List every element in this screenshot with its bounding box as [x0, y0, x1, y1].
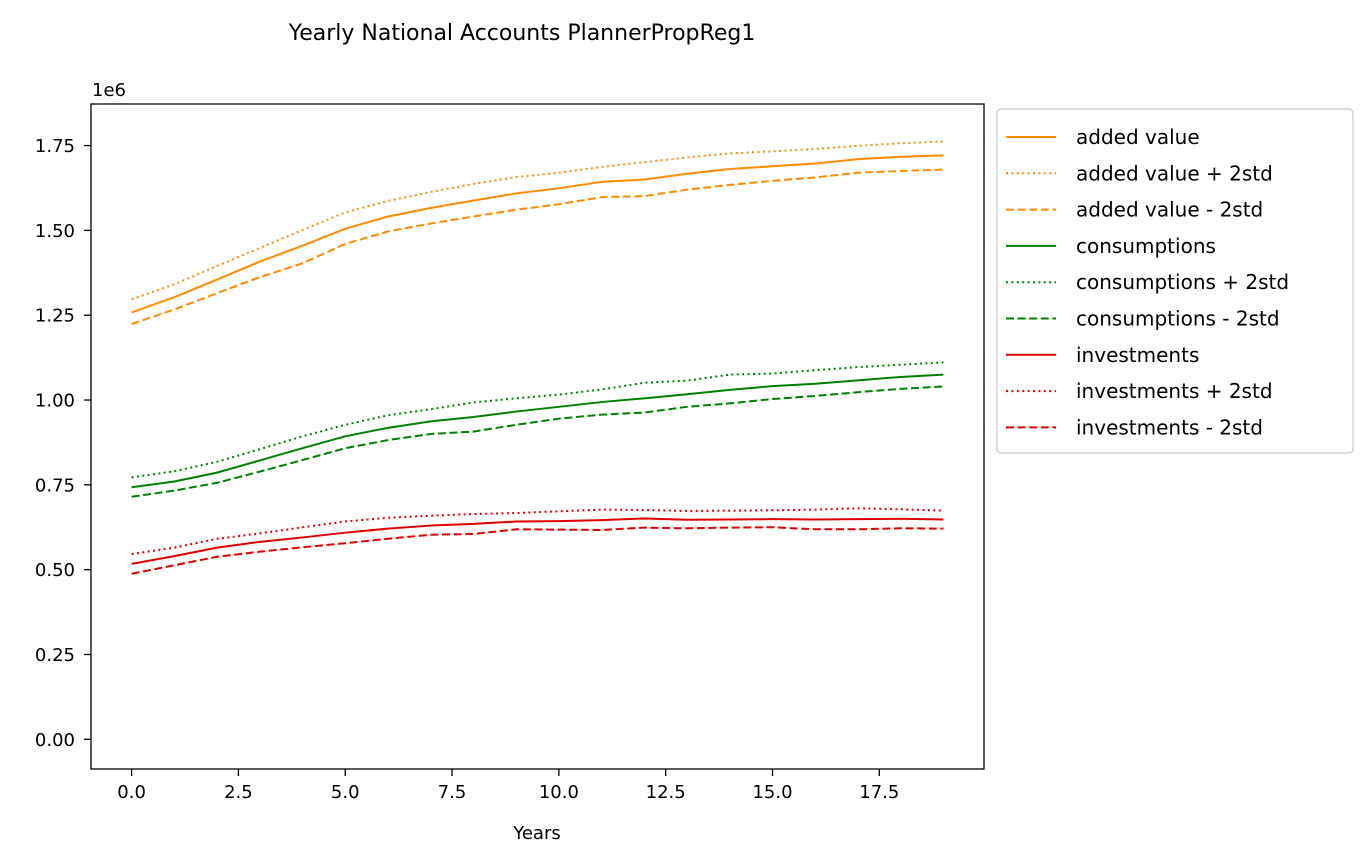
x-tick-label: 17.5: [859, 782, 899, 803]
y-axis: 0.00 0.25 0.50 0.75 1.00 1.25 1.50 1.75: [35, 136, 91, 751]
legend-label: consumptions: [1076, 234, 1216, 258]
series-line-3: [131, 373, 944, 489]
legend-label: consumptions - 2std: [1076, 307, 1280, 331]
series-line-4: [131, 361, 944, 479]
y-tick-label: 0.50: [35, 560, 75, 581]
series-line-6: [131, 517, 944, 565]
legend-label: added value - 2std: [1076, 198, 1263, 222]
series-line-7: [131, 507, 944, 556]
x-tick-label: 2.5: [224, 782, 253, 803]
y-tick-label: 1.00: [35, 391, 75, 412]
x-tick-label: 12.5: [646, 782, 686, 803]
y-tick-label: 1.75: [35, 136, 75, 157]
x-axis: 0.0 2.5 5.0 7.5 10.0 12.5 15.0 17.5: [117, 769, 899, 803]
y-tick-label: 1.25: [35, 306, 75, 327]
legend-box: [996, 108, 1354, 454]
legend-label: added value: [1076, 125, 1200, 149]
chart-title: Yearly National Accounts PlannerPropReg1: [288, 21, 756, 46]
x-tick-label: 7.5: [438, 782, 467, 803]
legend-label: investments - 2std: [1076, 415, 1263, 439]
series-line-2: [131, 168, 944, 325]
series-line-0: [131, 154, 944, 314]
legend-label: added value + 2std: [1076, 161, 1273, 185]
y-tick-label: 0.75: [35, 475, 75, 496]
series-line-8: [131, 526, 944, 575]
y-axis-offset-label: 1e6: [92, 80, 126, 101]
x-tick-label: 5.0: [331, 782, 360, 803]
x-tick-label: 0.0: [117, 782, 146, 803]
legend-label: consumptions + 2std: [1076, 270, 1289, 294]
plot-frame: [90, 103, 985, 770]
x-axis-label: Years: [512, 823, 561, 844]
y-tick-label: 1.50: [35, 221, 75, 242]
plot-lines: [131, 140, 944, 575]
legend-label: investments + 2std: [1076, 379, 1273, 403]
x-tick-label: 10.0: [539, 782, 579, 803]
series-line-1: [131, 140, 944, 301]
legend: added value added value + 2std added value…: [996, 108, 1354, 454]
y-tick-label: 0.00: [35, 730, 75, 751]
x-tick-label: 15.0: [752, 782, 792, 803]
legend-label: investments: [1076, 343, 1199, 367]
series-line-5: [131, 385, 944, 498]
y-tick-label: 0.25: [35, 645, 75, 666]
